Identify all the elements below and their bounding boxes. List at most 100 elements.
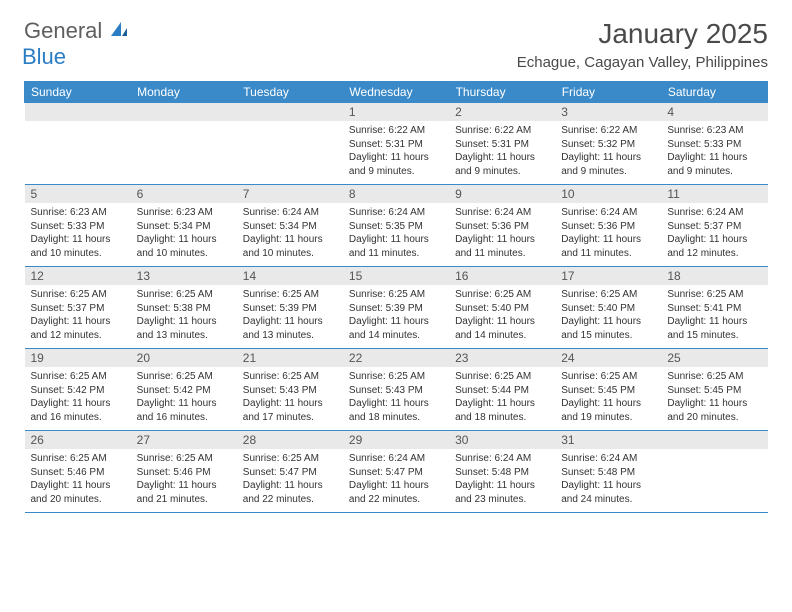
calendar-day: 9Sunrise: 6:24 AMSunset: 5:36 PMDaylight… — [449, 185, 555, 267]
calendar-day: 18Sunrise: 6:25 AMSunset: 5:41 PMDayligh… — [661, 267, 767, 349]
day-content: Sunrise: 6:24 AMSunset: 5:35 PMDaylight:… — [343, 203, 449, 266]
sunset-text: Sunset: 5:46 PM — [137, 466, 231, 480]
daylight-text: Daylight: 11 hours and 24 minutes. — [561, 479, 655, 506]
day-number: 21 — [237, 349, 343, 367]
sunset-text: Sunset: 5:40 PM — [561, 302, 655, 316]
calendar-day: 27 Sunrise: 6:25 AMSunset: 5:46 PMDayligh… — [131, 431, 237, 513]
daylight-text: Daylight: 11 hours and 16 minutes. — [137, 397, 231, 424]
sunset-text: Sunset: 5:31 PM — [349, 138, 443, 152]
day-number: 4 — [661, 103, 767, 121]
day-content: Sunrise: 6:25 AMSunset: 5:47 PMDaylight:… — [237, 449, 343, 512]
calendar-day: 24Sunrise: 6:25 AMSunset: 5:45 PMDayligh… — [555, 349, 661, 431]
day-number: 27 — [131, 431, 237, 449]
day-content — [237, 121, 343, 183]
day-number: 29 — [343, 431, 449, 449]
daylight-text: Daylight: 11 hours and 11 minutes. — [455, 233, 549, 260]
calendar-day: 12Sunrise: 6:25 AMSunset: 5:37 PMDayligh… — [25, 267, 131, 349]
sunrise-text: Sunrise: 6:25 AM — [561, 288, 655, 302]
sunset-text: Sunset: 5:47 PM — [243, 466, 337, 480]
daylight-text: Daylight: 11 hours and 20 minutes. — [667, 397, 761, 424]
day-number: 11 — [661, 185, 767, 203]
day-content: Sunrise: 6:23 AMSunset: 5:34 PMDaylight:… — [131, 203, 237, 266]
calendar-week: 26Sunrise: 6:25 AMSunset: 5:46 PMDayligh… — [25, 431, 768, 513]
calendar-day: 29Sunrise: 6:24 AMSunset: 5:47 PMDayligh… — [343, 431, 449, 513]
day-number: 5 — [25, 185, 131, 203]
calendar-day — [131, 103, 237, 185]
sunrise-text: Sunrise: 6:25 AM — [137, 452, 231, 466]
day-content: Sunrise: 6:25 AMSunset: 5:37 PMDaylight:… — [25, 285, 131, 348]
sunset-text: Sunset: 5:46 PM — [31, 466, 125, 480]
sunset-text: Sunset: 5:44 PM — [455, 384, 549, 398]
day-number: 13 — [131, 267, 237, 285]
daylight-text: Daylight: 11 hours and 10 minutes. — [137, 233, 231, 260]
calendar-day: 5 Sunrise: 6:23 AMSunset: 5:33 PMDaylight… — [25, 185, 131, 267]
day-number: 8 — [343, 185, 449, 203]
day-content: Sunrise: 6:25 AMSunset: 5:45 PMDaylight:… — [555, 367, 661, 430]
sunrise-text: Sunrise: 6:24 AM — [349, 206, 443, 220]
day-number — [25, 103, 131, 121]
day-number: 25 — [661, 349, 767, 367]
sunset-text: Sunset: 5:39 PM — [349, 302, 443, 316]
daylight-text: Daylight: 11 hours and 9 minutes. — [349, 151, 443, 178]
day-number: 1 — [343, 103, 449, 121]
daylight-text: Daylight: 11 hours and 10 minutes. — [31, 233, 125, 260]
day-header: Friday — [555, 82, 661, 103]
day-header: Sunday — [25, 82, 131, 103]
daylight-text: Daylight: 11 hours and 21 minutes. — [137, 479, 231, 506]
sunset-text: Sunset: 5:48 PM — [561, 466, 655, 480]
day-number: 3 — [555, 103, 661, 121]
daylight-text: Daylight: 11 hours and 11 minutes. — [349, 233, 443, 260]
logo-word-2: Blue — [22, 44, 66, 69]
calendar-week: 19 Sunrise: 6:25 AM Sunset: 5:42 PM Dayligh… — [25, 349, 768, 431]
sunset-text: Sunset: 5:40 PM — [455, 302, 549, 316]
calendar-day: 23Sunrise: 6:25 AMSunset: 5:44 PMDayligh… — [449, 349, 555, 431]
sunrise-text: Sunrise: 6:25 AM — [667, 370, 761, 384]
day-number: 9 — [449, 185, 555, 203]
daylight-text: Daylight: 11 hours and 14 minutes. — [349, 315, 443, 342]
sunrise-text: Sunrise: 6:23 AM — [667, 124, 761, 138]
sunset-text: Sunset: 5:42 PM — [31, 384, 125, 398]
daylight-text: Daylight: 11 hours and 18 minutes. — [455, 397, 549, 424]
daylight-text: Daylight: 11 hours and 9 minutes. — [455, 151, 549, 178]
day-number — [237, 103, 343, 121]
sunrise-text: Sunrise: 6:25 AM — [137, 370, 231, 384]
sunrise-text: Sunrise: 6:24 AM — [455, 452, 549, 466]
day-number — [131, 103, 237, 121]
sunset-text: Sunset: 5:36 PM — [561, 220, 655, 234]
sunset-text: Sunset: 5:48 PM — [455, 466, 549, 480]
calendar-day — [25, 103, 131, 185]
sunrise-text: Sunrise: 6:22 AM — [455, 124, 549, 138]
day-number: 19 — [25, 349, 131, 367]
calendar-day: 14Sunrise: 6:25 AMSunset: 5:39 PMDayligh… — [237, 267, 343, 349]
sunset-text: Sunset: 5:43 PM — [349, 384, 443, 398]
sunrise-text: Sunrise: 6:23 AM — [31, 206, 125, 220]
day-header: Monday — [131, 82, 237, 103]
sunrise-text: Sunrise: 6:25 AM — [349, 288, 443, 302]
day-content: Sunrise: 6:25 AMSunset: 5:39 PMDaylight:… — [343, 285, 449, 348]
day-number: 26 — [25, 431, 131, 449]
sunset-text: Sunset: 5:34 PM — [243, 220, 337, 234]
sunrise-text: Sunrise: 6:25 AM — [243, 370, 337, 384]
day-content: Sunrise: 6:24 AMSunset: 5:36 PMDaylight:… — [449, 203, 555, 266]
day-number: 7 — [237, 185, 343, 203]
sunset-text: Sunset: 5:33 PM — [31, 220, 125, 234]
day-content: Sunrise: 6:22 AMSunset: 5:31 PMDaylight:… — [343, 121, 449, 184]
calendar-day: 3Sunrise: 6:22 AMSunset: 5:32 PMDaylight… — [555, 103, 661, 185]
sunrise-text: Sunrise: 6:25 AM — [667, 288, 761, 302]
calendar-day: 26Sunrise: 6:25 AMSunset: 5:46 PMDayligh… — [25, 431, 131, 513]
sunrise-text: Sunrise: 6:23 AM — [137, 206, 231, 220]
calendar-day: 10Sunrise: 6:24 AMSunset: 5:36 PMDayligh… — [555, 185, 661, 267]
daylight-text: Daylight: 11 hours and 23 minutes. — [455, 479, 549, 506]
sunrise-text: Sunrise: 6:25 AM — [561, 370, 655, 384]
day-content: Sunrise: 6:24 AMSunset: 5:36 PMDaylight:… — [555, 203, 661, 266]
day-number: 2 — [449, 103, 555, 121]
day-content: Sunrise: 6:24 AMSunset: 5:34 PMDaylight:… — [237, 203, 343, 266]
calendar-day: 16Sunrise: 6:25 AMSunset: 5:40 PMDayligh… — [449, 267, 555, 349]
daylight-text: Daylight: 11 hours and 15 minutes. — [667, 315, 761, 342]
day-number: 6 — [131, 185, 237, 203]
day-content: Sunrise: 6:25 AMSunset: 5:43 PMDaylight:… — [343, 367, 449, 430]
day-header: Wednesday — [343, 82, 449, 103]
day-content: Sunrise: 6:24 AMSunset: 5:48 PMDaylight:… — [449, 449, 555, 512]
day-content: Sunrise: 6:25 AMSunset: 5:45 PMDaylight:… — [661, 367, 767, 430]
calendar-day: 13Sunrise: 6:25 AMSunset: 5:38 PMDayligh… — [131, 267, 237, 349]
